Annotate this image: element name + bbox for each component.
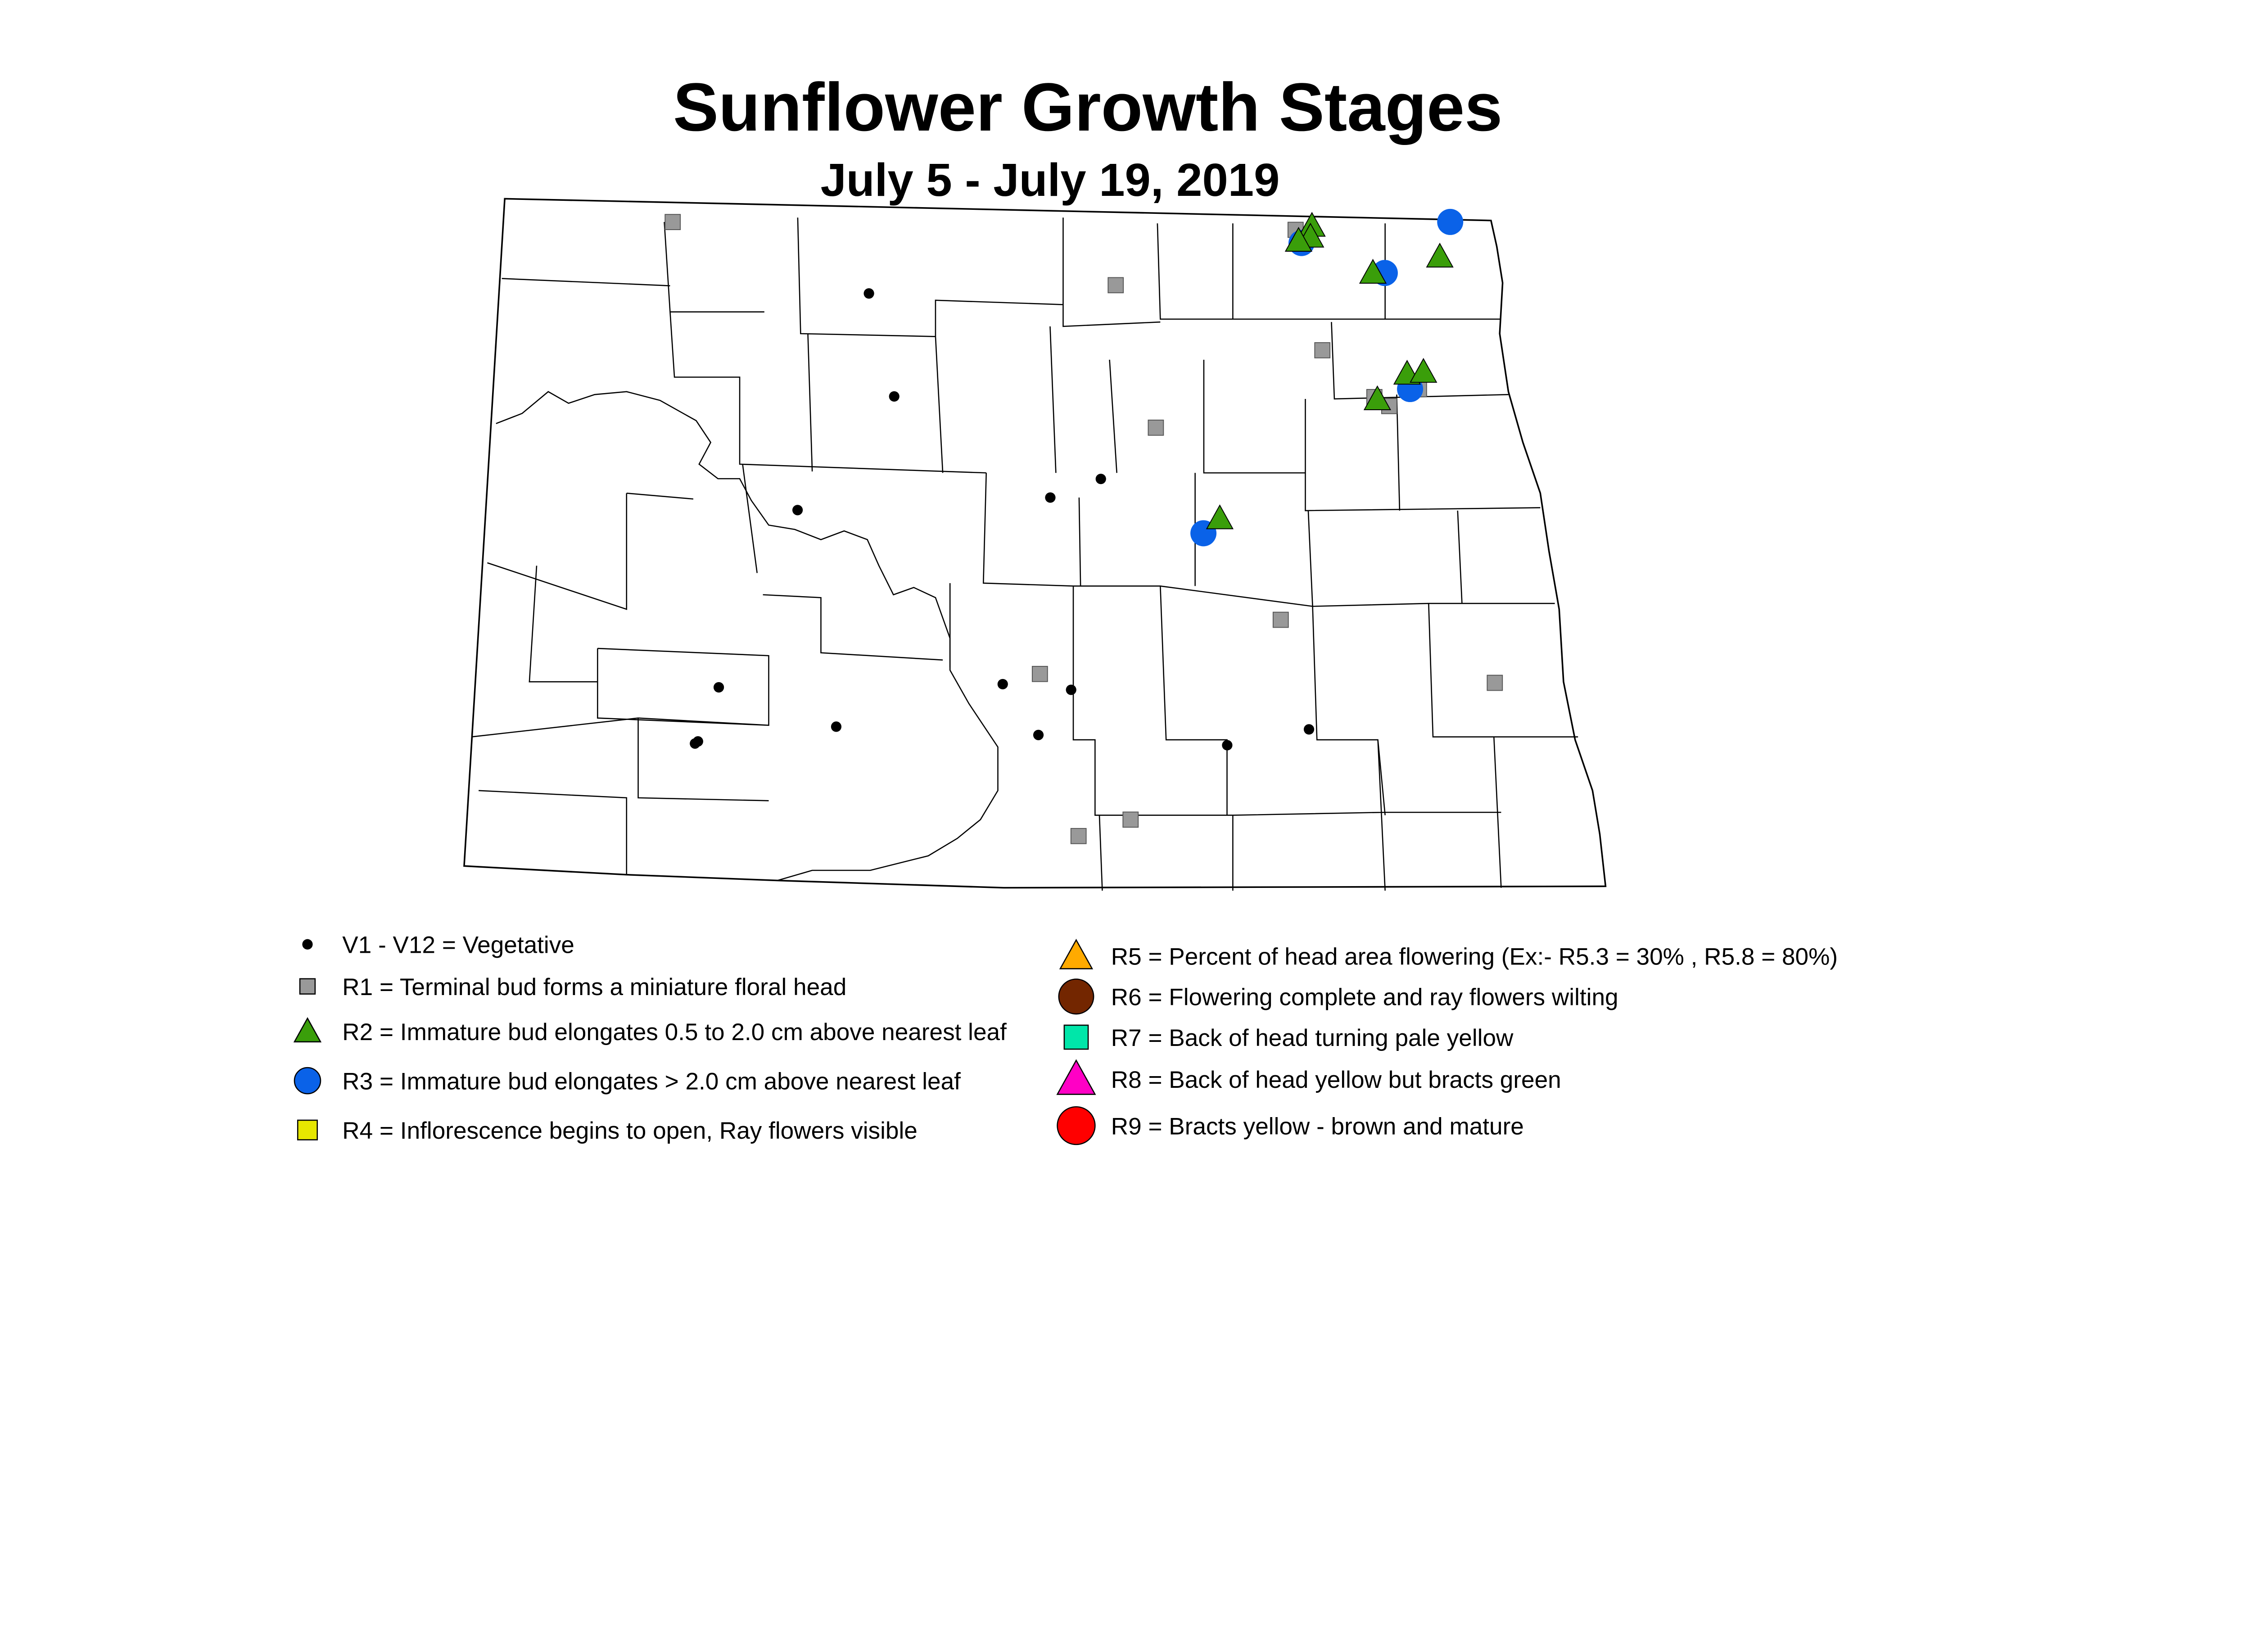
observation-v-marker (1045, 492, 1056, 503)
missouri-river (496, 391, 999, 881)
observation-r1-marker (1148, 419, 1164, 436)
observation-r2-marker (1206, 504, 1234, 530)
legend-item-r4: R4 = Inflorescence begins to open, Ray f… (297, 1118, 918, 1144)
legend-label: R8 = Back of head yellow but bracts gree… (1111, 1067, 1561, 1093)
observation-r1-marker (1314, 342, 1331, 358)
observation-v-marker (1033, 729, 1044, 740)
observation-r1-marker (1070, 828, 1087, 844)
legend-item-r3: R3 = Immature bud elongates > 2.0 cm abo… (294, 1067, 961, 1095)
legend-label: R1 = Terminal bud forms a miniature flor… (342, 974, 846, 1000)
legend-label: R2 = Immature bud elongates 0.5 to 2.0 c… (342, 1019, 1007, 1046)
observation-v-marker (713, 682, 724, 693)
legend-label: R4 = Inflorescence begins to open, Ray f… (342, 1118, 918, 1144)
legend-v-symbol-icon (302, 939, 313, 950)
county-lines (471, 217, 1578, 891)
map-subtitle: July 5 - July 19, 2019 (820, 154, 1279, 206)
legend-item-v: V1 - V12 = Vegetative (302, 932, 574, 959)
observation-v-marker (1095, 474, 1106, 484)
observation-r1-marker (1031, 665, 1048, 682)
observation-r2-marker (1363, 385, 1392, 410)
legend-r5-symbol-icon (1059, 938, 1094, 969)
observation-r1-marker (664, 214, 681, 231)
legend-r4-symbol-icon (297, 1119, 318, 1141)
north-dakota-counties (463, 198, 1607, 891)
observation-r1-marker (1107, 277, 1124, 294)
observation-v-marker (889, 391, 899, 402)
observation-v-marker (1066, 684, 1076, 695)
observation-markers (664, 208, 1503, 844)
observation-r3-marker (1437, 208, 1464, 235)
observation-r2-marker (1359, 258, 1387, 284)
legend-item-r5: R5 = Percent of head area flowering (Ex:… (1059, 938, 1838, 970)
state-outline (463, 198, 1607, 889)
legend-item-r6: R6 = Flowering complete and ray flowers … (1058, 978, 1618, 1015)
observation-v-marker (690, 738, 701, 749)
legend-r1-symbol-icon (299, 978, 316, 995)
observation-v-marker (1222, 740, 1233, 751)
legend-item-r1: R1 = Terminal bud forms a miniature flor… (299, 974, 846, 1000)
observation-r1-marker (1122, 811, 1139, 828)
legend-r6-symbol-icon (1058, 978, 1094, 1015)
growth-stage-map: Sunflower Growth Stages July 5 - July 19… (293, 69, 1838, 1145)
observation-r2-marker (1426, 242, 1454, 268)
legend-item-r7: R7 = Back of head turning pale yellow (1063, 1024, 1514, 1051)
legend-item-r8: R8 = Back of head yellow but bracts gree… (1056, 1059, 1561, 1095)
map-title: Sunflower Growth Stages (673, 69, 1502, 145)
legend-r7-symbol-icon (1063, 1024, 1089, 1050)
observation-v-marker (792, 505, 803, 516)
observation-v-marker (863, 288, 874, 299)
legend-r9-symbol-icon (1057, 1106, 1096, 1145)
observation-r1-marker (1272, 611, 1289, 628)
legend-label: R9 = Bracts yellow - brown and mature (1111, 1113, 1524, 1140)
observation-r1-marker (1487, 674, 1503, 691)
legend-r3-symbol-icon (294, 1067, 321, 1095)
observation-r2-marker (1410, 358, 1437, 383)
legend-label: R7 = Back of head turning pale yellow (1111, 1025, 1514, 1051)
legend-item-r2: R2 = Immature bud elongates 0.5 to 2.0 c… (293, 1017, 1007, 1046)
observation-r2-marker (1284, 226, 1313, 252)
legend-label: R5 = Percent of head area flowering (Ex:… (1111, 943, 1838, 970)
legend-label: V1 - V12 = Vegetative (342, 932, 574, 959)
legend: V1 - V12 = Vegetative R1 = Terminal bud f… (293, 932, 1838, 1145)
legend-label: R6 = Flowering complete and ray flowers … (1111, 984, 1618, 1011)
observation-v-marker (831, 721, 842, 732)
observation-v-marker (1303, 724, 1315, 735)
legend-label: R3 = Immature bud elongates > 2.0 cm abo… (342, 1068, 961, 1095)
legend-r2-symbol-icon (293, 1017, 322, 1043)
observation-v-marker (997, 679, 1008, 690)
legend-r8-symbol-icon (1056, 1059, 1096, 1095)
legend-item-r9: R9 = Bracts yellow - brown and mature (1057, 1106, 1524, 1145)
